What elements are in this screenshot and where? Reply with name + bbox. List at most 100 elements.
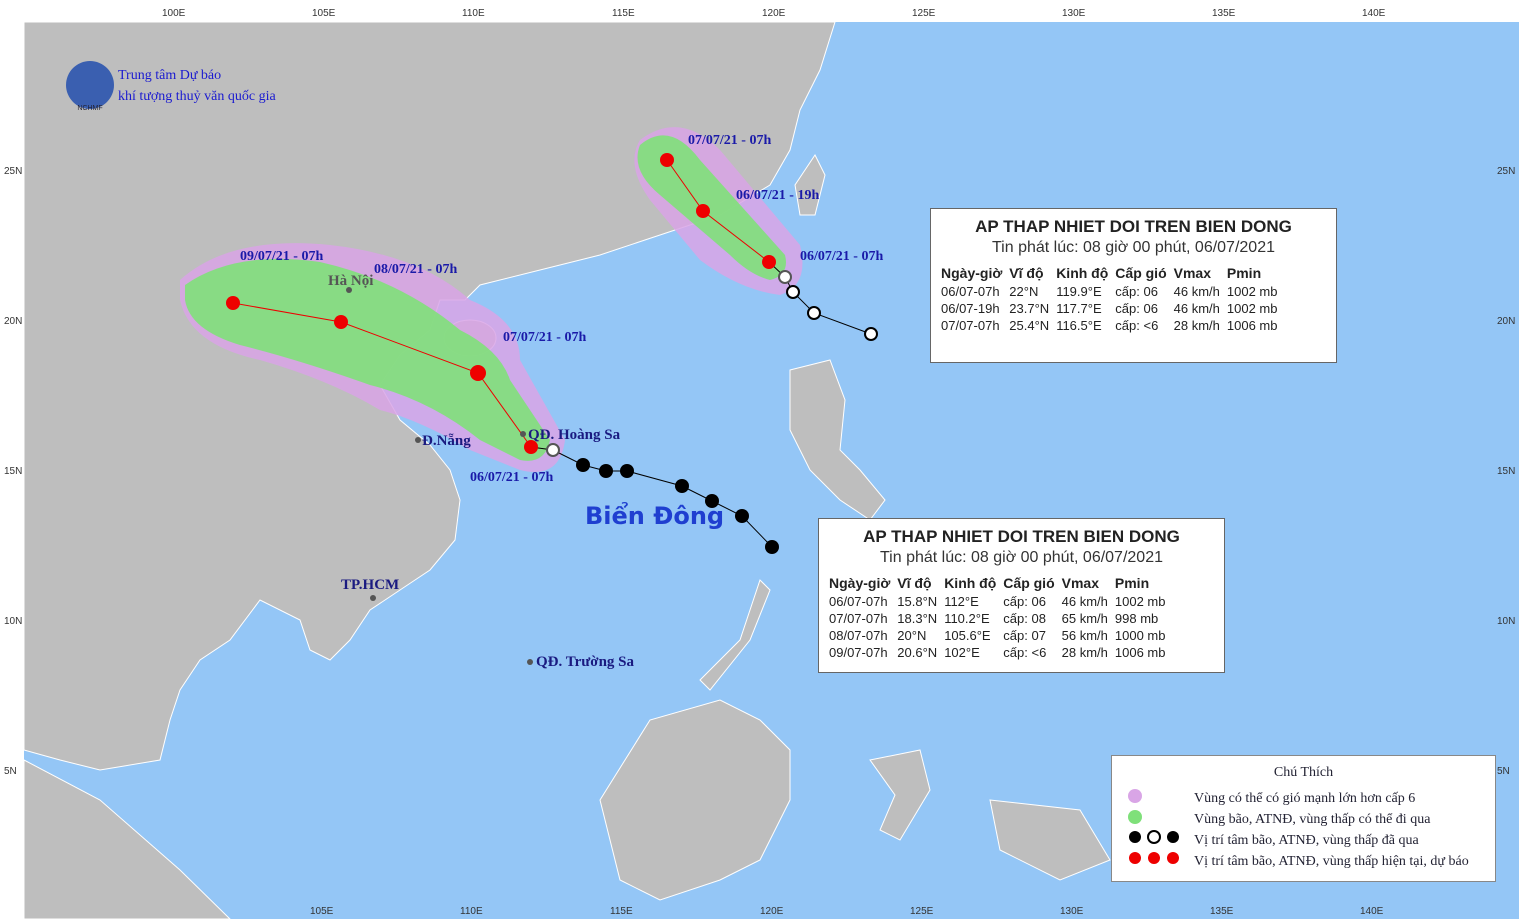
lon-label: 105E [310, 906, 334, 917]
legend-icon [1167, 852, 1179, 864]
past-point [807, 306, 821, 320]
track-zone [185, 258, 550, 461]
header-line: Trung tâm Dự báo [118, 68, 222, 83]
lat-label: 5N [4, 766, 17, 777]
legend-icon [1128, 789, 1142, 803]
cell: 998 mb [1114, 611, 1159, 626]
track-label: 07/07/21 - 07h [503, 330, 587, 345]
cell: 06/07-07h [941, 284, 1000, 299]
column-header: Pmin [1114, 575, 1150, 591]
cell: cấp: 06 [1115, 284, 1158, 299]
track-label: 08/07/21 - 07h [374, 262, 458, 277]
cell: 18.3°N [897, 611, 938, 626]
city-dot [415, 437, 421, 443]
cell: 08/07-07h [829, 628, 888, 643]
row: 06/07-19h 23.7°N 117.7°E cấp: 06 46 km/h 1002… [939, 300, 1282, 317]
cell: 20.6°N [897, 645, 938, 660]
track-label: 06/07/21 - 19h [736, 188, 820, 203]
lat-label: 15N [1497, 466, 1516, 477]
cell: 28 km/h [1173, 318, 1220, 333]
forecast-point [226, 296, 240, 310]
new-guinea [989, 799, 1111, 881]
legend-item: Vị trí tâm bão, ATNĐ, vùng thấp đã qua [1194, 833, 1419, 848]
cell: 46 km/h [1061, 594, 1108, 609]
legend-icon [1128, 810, 1142, 824]
lat-label: 10N [4, 616, 23, 627]
column-header: Kinh độ [1056, 265, 1109, 281]
cell: cấp: 06 [1115, 301, 1158, 316]
legend-item: Vị trí tâm bão, ATNĐ, vùng thấp hiện tại… [1194, 854, 1469, 869]
row: 08/07-07h 20°N 105.6°E cấp: 07 56 km/h 1000 m… [827, 627, 1170, 644]
cell: 06/07-07h [829, 594, 888, 609]
past-point [546, 443, 560, 457]
cell: 06/07-19h [941, 301, 1000, 316]
cell: 07/07-07h [829, 611, 888, 626]
cell: 1002 mb [1226, 284, 1278, 299]
place-label: TP.HCM [341, 577, 400, 593]
borneo [599, 699, 791, 901]
lon-label: 130E [1062, 8, 1086, 19]
lon-label: 115E [610, 906, 633, 917]
cell: 1002 mb [1114, 594, 1166, 609]
cell: 20°N [897, 628, 927, 643]
track-label: 06/07/21 - 07h [800, 249, 884, 264]
city-dot [346, 287, 352, 293]
legend-item: Vùng bão, ATNĐ, vùng thấp có thể đi qua [1194, 812, 1431, 827]
forecast-point [470, 365, 486, 381]
legend-icons [1128, 789, 1179, 864]
legend-icon [1167, 831, 1179, 843]
column-header: Cấp gió [1003, 575, 1055, 591]
past-point [576, 458, 590, 472]
cell: 09/07-07h [829, 645, 888, 660]
lat-label: 15N [4, 466, 23, 477]
column-header: Pmin [1226, 265, 1262, 281]
lon-label: 100E [162, 8, 186, 19]
header-row: Ngày-giờ Vĩ độ Kinh độ Cấp gió Vmax Pmin [827, 573, 1170, 593]
forecast-point [334, 315, 348, 329]
cell: cấp: 07 [1003, 628, 1046, 643]
taiwan [794, 154, 826, 216]
city-dot [520, 431, 526, 437]
lon-label: 120E [760, 906, 784, 917]
header-row: Ngày-giờ Vĩ độ Kinh độ Cấp gió Vmax Pmin [939, 263, 1282, 283]
forecast-point [762, 255, 776, 269]
cell: 46 km/h [1173, 301, 1220, 316]
legend-icon [1129, 831, 1141, 843]
past-point [705, 494, 719, 508]
box-subtitle: Tin phát lúc: 08 giờ 00 phút, 06/07/2021 [880, 549, 1163, 566]
row: 09/07-07h 20.6°N 102°E cấp: <6 28 km/h 1006 m… [827, 644, 1170, 661]
cell: cấp: 06 [1003, 594, 1046, 609]
legend: Chú Thích Vùng có thể có gió mạnh lớn hơ… [1111, 755, 1496, 882]
forecast-point [524, 440, 538, 454]
place-label: Đ.Nẵng [422, 433, 471, 449]
cell: 22°N [1009, 284, 1039, 299]
cell: 46 km/h [1173, 284, 1220, 299]
cell: 56 km/h [1061, 628, 1108, 643]
box-subtitle: Tin phát lúc: 08 giờ 00 phút, 06/07/2021 [992, 239, 1275, 256]
column-header: Vmax [1173, 265, 1211, 281]
past-point [786, 285, 800, 299]
lat-label: 20N [1497, 316, 1516, 327]
city-dot [370, 595, 376, 601]
cell: 112°E [944, 594, 979, 609]
place-label: Hà Nội [328, 273, 374, 289]
lon-label: 140E [1360, 906, 1384, 917]
cell: 65 km/h [1061, 611, 1108, 626]
legend-icon [1129, 852, 1141, 864]
lon-label: 110E [460, 906, 483, 917]
past-point [675, 479, 689, 493]
lon-label: 120E [762, 8, 786, 19]
column-header: Kinh độ [944, 575, 997, 591]
row: 06/07-07h 15.8°N 112°E cấp: 06 46 km/h 1002 m… [827, 593, 1170, 610]
sea-label: Biển Đông [585, 502, 725, 530]
lat-label: 25N [4, 166, 23, 177]
column-header: Vĩ độ [897, 575, 932, 591]
legend-icon [1147, 830, 1161, 844]
cell: 28 km/h [1061, 645, 1108, 660]
place-label: QĐ. Trường Sa [536, 654, 635, 670]
lon-label: 125E [912, 8, 936, 19]
column-header: Vĩ độ [1009, 265, 1044, 281]
column-header: Ngày-giờ [829, 575, 891, 591]
